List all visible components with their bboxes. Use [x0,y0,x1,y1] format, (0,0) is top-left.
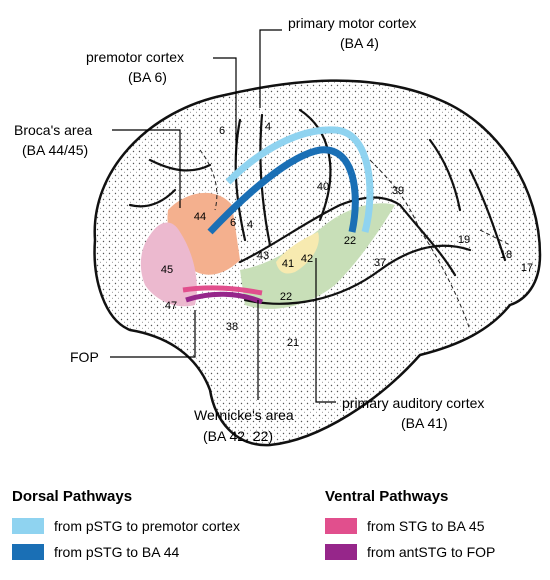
legend-label: from STG to BA 45 [367,518,485,534]
label-broca-ba: (BA 44/45) [22,142,88,158]
label-primary-motor: primary motor cortex [288,15,416,31]
legend-item: from pSTG to BA 44 [12,539,240,565]
area-number: 6 [230,217,236,229]
legend-dorsal-title: Dorsal Pathways [12,488,240,505]
area-number: 45 [161,264,173,276]
label-primary-auditory: primary auditory cortex [342,395,484,411]
area-number: 18 [500,249,512,261]
area-number: 40 [317,181,329,193]
legend-swatch [12,544,44,560]
area-number: 43 [257,250,269,262]
label-fop: FOP [70,349,99,365]
area-number: 4 [265,121,271,133]
legend-item: from antSTG to FOP [325,539,495,565]
label-primary-motor-ba: (BA 4) [340,35,379,51]
label-broca: Broca's area [14,122,92,138]
area-number: 39 [392,185,404,197]
legend-item: from pSTG to premotor cortex [12,513,240,539]
legend-label: from pSTG to premotor cortex [54,518,240,534]
area-number: 44 [194,211,206,223]
area-number: 19 [458,234,470,246]
area-number: 17 [521,262,533,274]
area-number: 47 [165,300,177,312]
area-number: 4 [247,219,253,231]
label-wernicke-ba: (BA 42, 22) [203,428,273,444]
legend-swatch [325,544,357,560]
area-number: 37 [374,257,386,269]
area-number: 22 [344,235,356,247]
area-number: 6 [219,125,225,137]
legend-dorsal: Dorsal Pathways from pSTG to premotor co… [12,488,240,565]
area-number: 22 [280,291,292,303]
legend-ventral-title: Ventral Pathways [325,488,495,505]
legend-item: from STG to BA 45 [325,513,495,539]
area-number: 21 [287,337,299,349]
area-number: 41 [282,258,294,270]
legend-swatch [325,518,357,534]
area-number: 38 [226,321,238,333]
legend-label: from antSTG to FOP [367,544,495,560]
label-premotor: premotor cortex [86,49,184,65]
legend-ventral: Ventral Pathways from STG to BA 45 from … [325,488,495,565]
label-wernicke: Wernicke's area [194,407,294,423]
label-primary-auditory-ba: (BA 41) [401,415,448,431]
area-number: 42 [301,253,313,265]
legend-label: from pSTG to BA 44 [54,544,179,560]
label-premotor-ba: (BA 6) [128,69,167,85]
legend-swatch [12,518,44,534]
